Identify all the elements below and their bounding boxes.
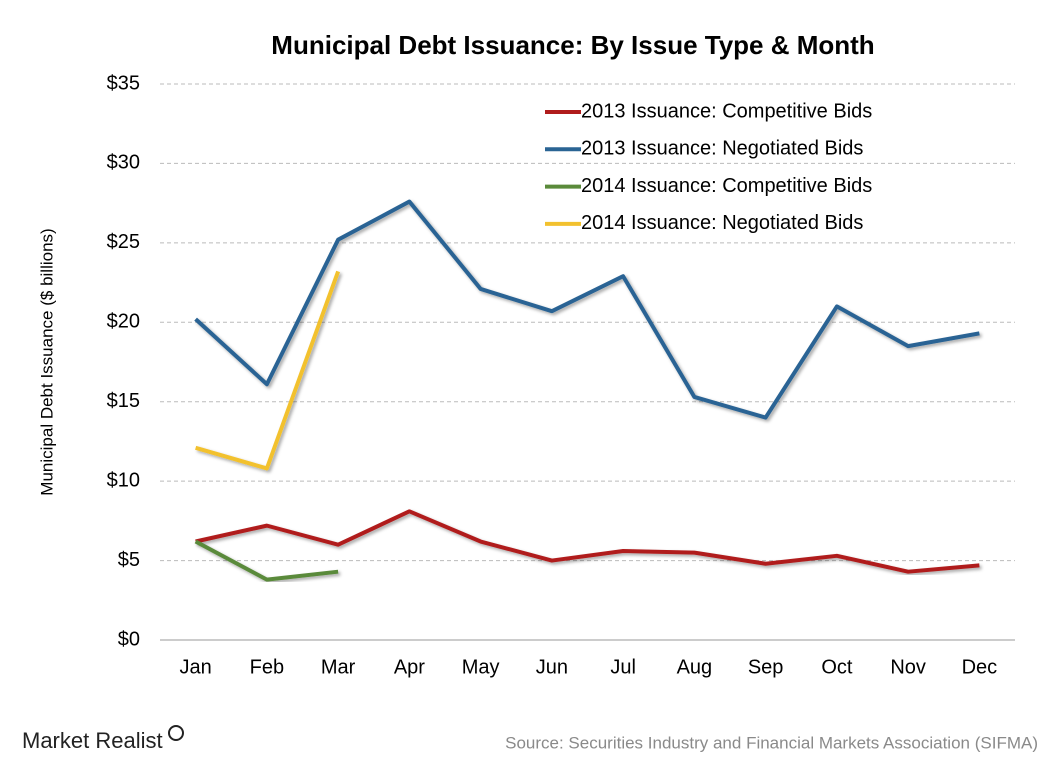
chart-title: Municipal Debt Issuance: By Issue Type &… [271,30,874,60]
y-axis-label: Municipal Debt Issuance ($ billions) [37,228,56,495]
y-tick-label: $5 [118,549,140,571]
y-tick-label: $20 [107,311,140,333]
brand: Market Realist [22,728,163,753]
legend-label: 2013 Issuance: Negotiated Bids [581,138,863,160]
x-tick-label: Aug [677,656,713,678]
y-tick-label: $30 [107,152,140,174]
y-tick-label: $0 [118,628,140,650]
x-tick-label: Jun [536,656,568,678]
x-tick-label: Jan [180,656,212,678]
x-tick-label: Apr [394,656,425,678]
plot-area: $0 $5 $10 $15 $20 $25 $30 $35 Jan Feb Mar Apr May Jun… [107,72,1015,678]
x-tick-label: Jul [610,656,636,678]
x-tick-label: Nov [890,656,926,678]
series-line [194,539,339,582]
x-tick-label: Feb [250,656,284,678]
y-tick-label: $10 [107,469,140,491]
x-tick-label: Oct [821,656,853,678]
x-tick-label: Dec [962,656,998,678]
y-tick-label: $15 [107,390,140,412]
source: Source: Securities Industry and Financia… [505,733,1038,752]
y-tick-label: $35 [107,72,140,94]
x-tick-label: Sep [748,656,784,678]
x-tick-label: Mar [321,656,356,678]
series-line [195,270,341,471]
legend-label: 2014 Issuance: Competitive Bids [581,175,872,197]
y-tick-label: $25 [107,231,140,253]
series-line [195,509,980,574]
series-line [194,199,980,420]
x-tick-label: May [462,656,500,678]
legend-label: 2014 Issuance: Negotiated Bids [581,212,863,234]
brand-icon [168,725,184,741]
legend-label: 2013 Issuance: Competitive Bids [581,100,872,122]
